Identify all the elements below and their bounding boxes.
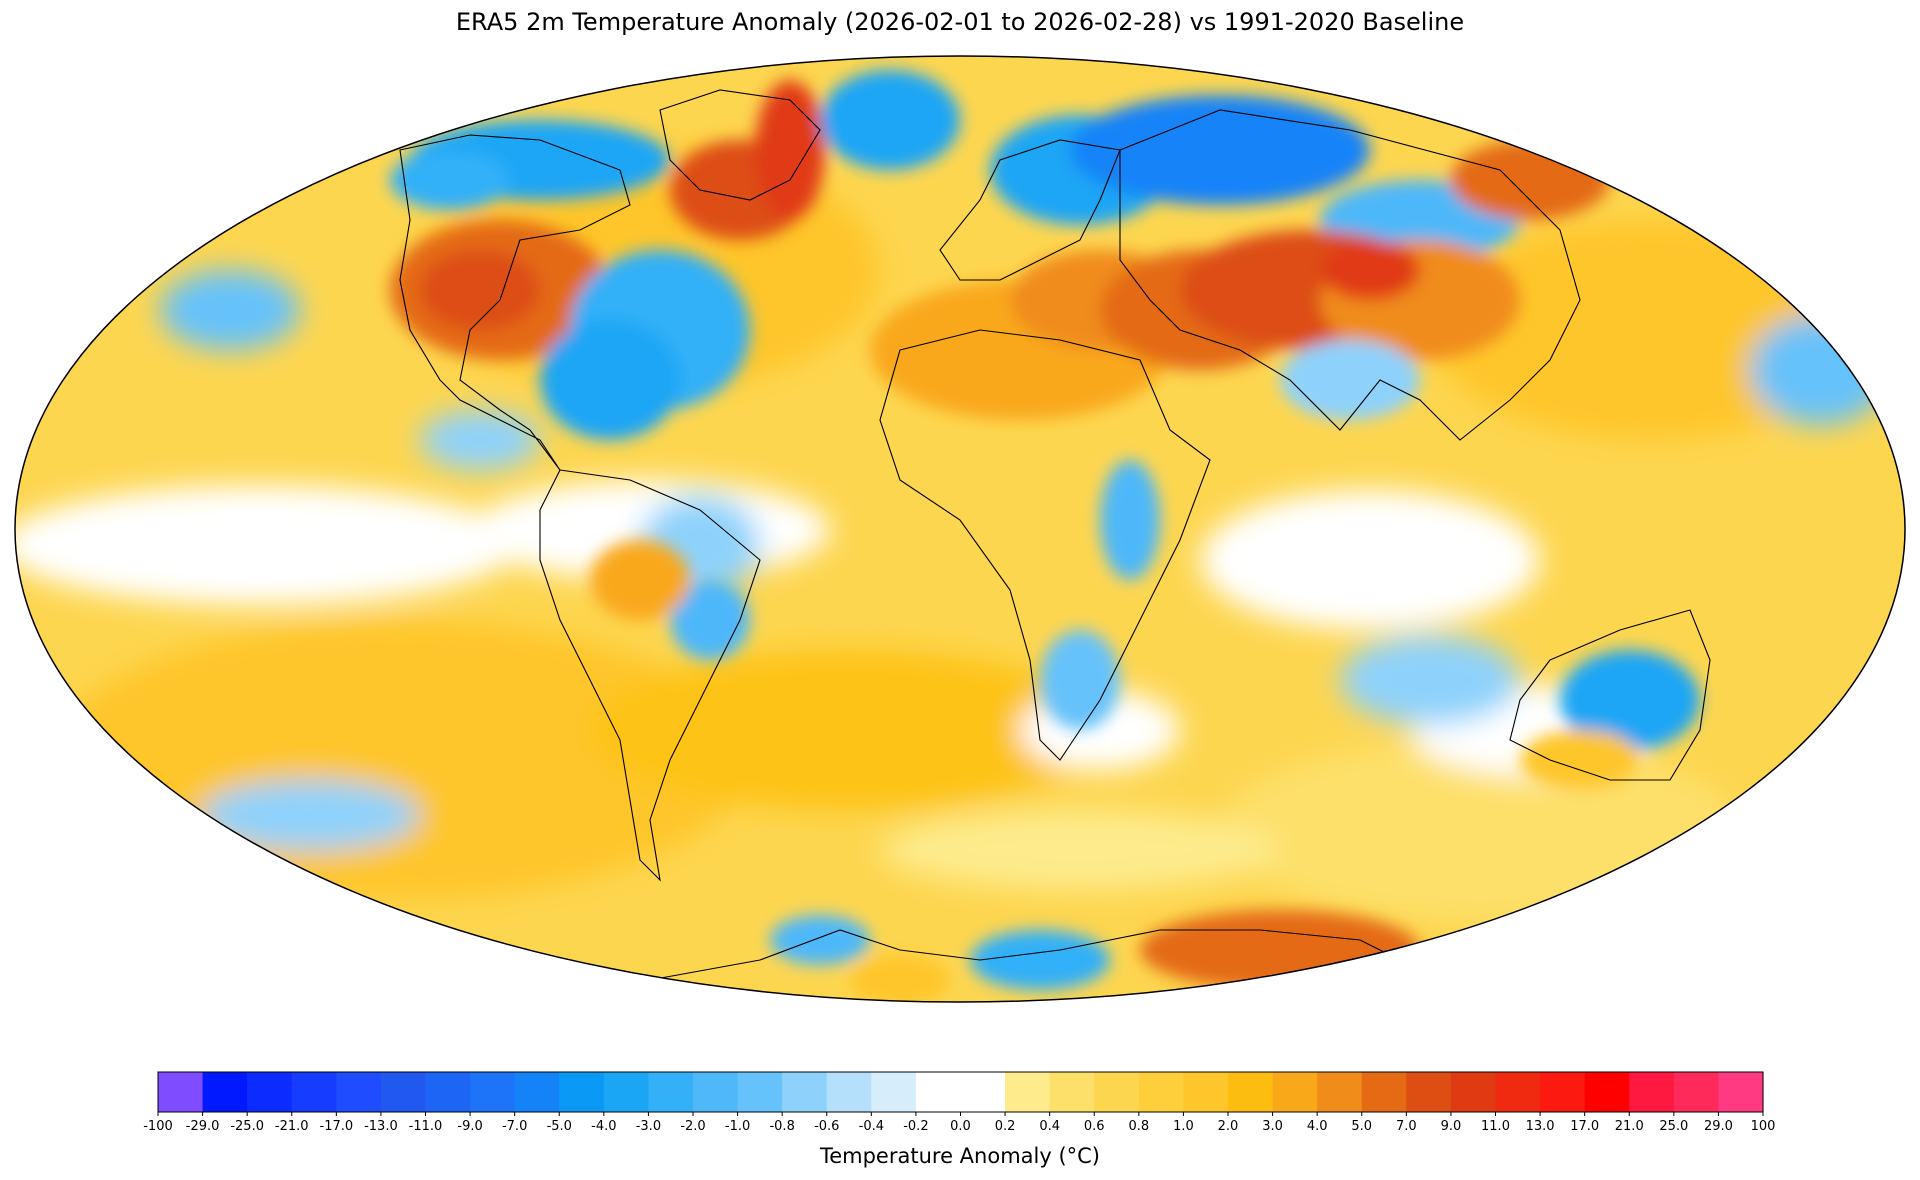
colorbar-tick-label: -25.0 (230, 1119, 264, 1134)
north-america-coastline (399, 134, 631, 471)
colorbar-tick-label: -0.8 (769, 1119, 794, 1134)
colorbar-tick-label: 25.0 (1659, 1119, 1688, 1134)
colorbar-tick-label: 11.0 (1481, 1119, 1510, 1134)
colorbar-tick-label: 1.0 (1173, 1119, 1194, 1134)
colorbar-swatch (1450, 1072, 1497, 1112)
colorbar-tick-label: -29.0 (186, 1119, 220, 1134)
antarctica-coastline (649, 929, 1401, 1002)
colorbar-swatch (960, 1072, 1006, 1112)
colorbar-swatch (291, 1072, 337, 1112)
colorbar-tick-label: 2.0 (1218, 1119, 1239, 1134)
south-america-coastline (539, 469, 761, 882)
colorbar-swatch (737, 1072, 783, 1112)
colorbar-swatch (247, 1072, 293, 1112)
colorbar-swatch (1094, 1072, 1140, 1112)
colorbar-tick-label: -0.2 (903, 1119, 928, 1134)
colorbar-tick-label: -3.0 (636, 1119, 661, 1134)
colorbar-swatch (158, 1072, 204, 1112)
asia-coastline (1119, 109, 1581, 441)
colorbar-swatch (782, 1072, 828, 1112)
colorbar-tick-label: 0.0 (950, 1119, 971, 1134)
colorbar-swatch (826, 1072, 872, 1112)
colorbar-swatch (648, 1072, 694, 1112)
europe-coastline (939, 139, 1121, 281)
colorbar-swatch (1272, 1072, 1318, 1112)
colorbar-tick-label: -0.6 (814, 1119, 839, 1134)
colorbar-swatch (1718, 1072, 1764, 1112)
colorbar-swatch (871, 1072, 917, 1112)
colorbar-swatch (425, 1072, 471, 1112)
colorbar-tick-label: -0.4 (859, 1119, 884, 1134)
colorbar-swatch (1228, 1072, 1274, 1112)
colorbar-tick-label: -1.0 (725, 1119, 750, 1134)
colorbar-tick-label: 9.0 (1441, 1119, 1462, 1134)
colorbar-swatch (1138, 1072, 1185, 1112)
colorbar-tick-label: 3.0 (1262, 1119, 1283, 1134)
colorbar-swatch (514, 1072, 560, 1112)
colorbar-swatch (1049, 1072, 1095, 1112)
colorbar-tick-label: -13.0 (364, 1119, 398, 1134)
colorbar-tick-label: 0.6 (1084, 1119, 1105, 1134)
africa-coastline (879, 329, 1211, 761)
colorbar-swatch (1183, 1072, 1229, 1112)
colorbar-swatch (336, 1072, 382, 1112)
colorbar-tick-label: 4.0 (1307, 1119, 1328, 1134)
colorbar-tick-label: -2.0 (680, 1119, 705, 1134)
colorbar-tick-label: 7.0 (1396, 1119, 1417, 1134)
globe-outline (14, 55, 1906, 1003)
colorbar-swatch (1540, 1072, 1586, 1112)
colorbar-tick-label: -5.0 (547, 1119, 572, 1134)
colorbar-swatch (1629, 1072, 1675, 1112)
colorbar-tick-label: 21.0 (1615, 1119, 1644, 1134)
colorbar-tick-label: -4.0 (591, 1119, 616, 1134)
colorbar-swatch (1406, 1072, 1452, 1112)
colorbar-swatch (603, 1072, 650, 1112)
colorbar-swatch (1584, 1072, 1630, 1112)
coastlines (399, 89, 1711, 1002)
greenland-coastline (659, 89, 821, 201)
colorbar-tick-label: -17.0 (320, 1119, 354, 1134)
colorbar (158, 1072, 1764, 1112)
colorbar-swatch (202, 1072, 248, 1112)
colorbar-swatch (470, 1072, 516, 1112)
colorbar-tick-label: -7.0 (502, 1119, 527, 1134)
colorbar-tick-label: -9.0 (457, 1119, 482, 1134)
colorbar-tick-label: 29.0 (1704, 1119, 1733, 1134)
colorbar-tick-label: 5.0 (1351, 1119, 1372, 1134)
anomaly-field (15, 56, 1905, 1002)
colorbar-tick-labels: -100 -29.0 -25.0 -21.0 -17.0 -13.0 -11.0 -9.0 -7… (143, 1112, 1775, 1134)
map-title: ERA5 2m Temperature Anomaly (2026-02-01 … (455, 8, 1465, 36)
colorbar-swatch (1495, 1072, 1541, 1112)
colorbar-tick-label: 17.0 (1570, 1119, 1599, 1134)
colorbar-swatch (1317, 1072, 1363, 1112)
colorbar-tick-label: -100 (143, 1119, 173, 1134)
australia-coastline (1509, 609, 1711, 781)
colorbar-tick-label: 0.4 (1039, 1119, 1060, 1134)
colorbar-tick-label: -21.0 (275, 1119, 309, 1134)
colorbar-tick-label: 0.8 (1128, 1119, 1149, 1134)
colorbar-swatch (559, 1072, 605, 1112)
colorbar-tick-label: 100 (1751, 1119, 1776, 1134)
colorbar-swatch (693, 1072, 739, 1112)
colorbar-swatch (1361, 1072, 1407, 1112)
colorbar-tick-label: 0.2 (995, 1119, 1016, 1134)
colorbar-tick-label: -11.0 (409, 1119, 443, 1134)
colorbar-swatch (1005, 1072, 1051, 1112)
legend-title: Temperature Anomaly (°C) (819, 1144, 1101, 1168)
colorbar-tick-label: 13.0 (1526, 1119, 1555, 1134)
colorbar-swatch (1673, 1072, 1720, 1112)
colorbar-swatch (380, 1072, 427, 1112)
colorbar-swatch (915, 1072, 962, 1112)
